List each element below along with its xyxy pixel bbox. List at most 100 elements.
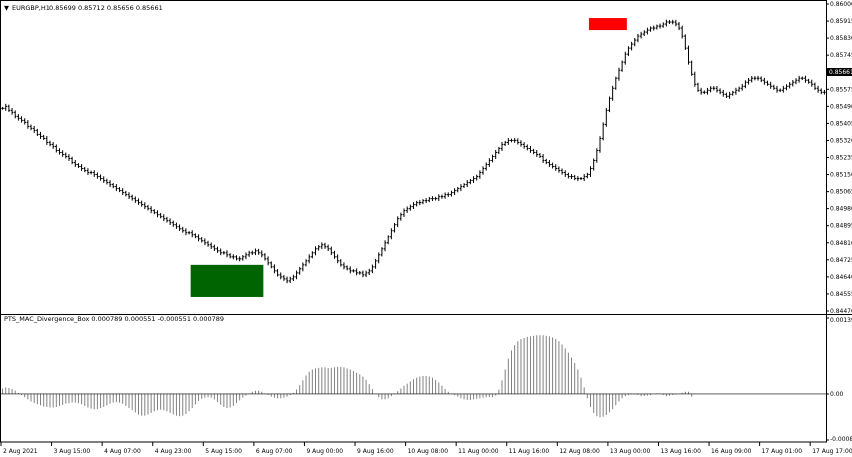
price-bar[interactable] bbox=[766, 80, 769, 86]
price-bar[interactable] bbox=[92, 170, 96, 177]
price-bar[interactable] bbox=[706, 87, 709, 95]
price-bar[interactable] bbox=[108, 180, 112, 188]
price-bar[interactable] bbox=[39, 131, 42, 139]
price-bar[interactable] bbox=[529, 146, 532, 153]
price-bar[interactable] bbox=[567, 172, 570, 179]
price-bar[interactable] bbox=[507, 137, 510, 145]
price-bar[interactable] bbox=[244, 252, 248, 260]
price-bar[interactable] bbox=[446, 192, 450, 197]
price-bar[interactable] bbox=[307, 254, 311, 264]
price-bar[interactable] bbox=[627, 46, 630, 57]
price-bar[interactable] bbox=[747, 77, 750, 85]
price-bar[interactable] bbox=[219, 248, 222, 256]
price-bar[interactable] bbox=[235, 255, 238, 261]
price-bar[interactable] bbox=[348, 266, 352, 274]
price-bar[interactable] bbox=[149, 206, 153, 214]
price-bar[interactable] bbox=[77, 163, 80, 168]
price-bar[interactable] bbox=[535, 149, 539, 157]
price-bar[interactable] bbox=[586, 172, 589, 179]
price-bar[interactable] bbox=[276, 269, 279, 277]
price-bar[interactable] bbox=[399, 212, 403, 221]
price-bar[interactable] bbox=[775, 85, 779, 93]
price-bar[interactable] bbox=[503, 140, 507, 146]
price-bar[interactable] bbox=[254, 248, 257, 256]
price-bar[interactable] bbox=[64, 152, 68, 159]
price-bar[interactable] bbox=[361, 270, 365, 278]
price-bar[interactable] bbox=[70, 156, 74, 165]
price-bar[interactable] bbox=[45, 135, 49, 145]
price-bar[interactable] bbox=[228, 253, 232, 259]
price-bar[interactable] bbox=[326, 244, 330, 252]
price-bar[interactable] bbox=[102, 176, 106, 183]
price-bar[interactable] bbox=[10, 107, 14, 115]
price-bar[interactable] bbox=[336, 254, 339, 264]
price-bar[interactable] bbox=[213, 244, 216, 251]
price-bar[interactable] bbox=[513, 138, 516, 143]
price-bar[interactable] bbox=[630, 41, 633, 51]
price-chart-area[interactable] bbox=[1, 18, 826, 297]
price-bar[interactable] bbox=[469, 178, 472, 185]
price-bar[interactable] bbox=[424, 198, 428, 204]
price-bar[interactable] bbox=[589, 166, 592, 177]
price-bar[interactable] bbox=[785, 84, 788, 91]
price-bar[interactable] bbox=[658, 23, 662, 29]
price-bar[interactable] bbox=[563, 170, 567, 177]
bearish-divergence-box[interactable] bbox=[588, 18, 627, 31]
price-bar[interactable] bbox=[342, 262, 346, 270]
indicator-area[interactable] bbox=[1, 335, 826, 418]
price-bar[interactable] bbox=[355, 268, 358, 276]
price-bar[interactable] bbox=[352, 269, 355, 273]
price-bar[interactable] bbox=[813, 82, 817, 90]
price-bar[interactable] bbox=[96, 172, 99, 179]
price-bar[interactable] bbox=[595, 148, 599, 163]
price-bar[interactable] bbox=[203, 238, 207, 246]
price-bar[interactable] bbox=[358, 270, 362, 275]
price-bar[interactable] bbox=[402, 208, 406, 217]
price-bar[interactable] bbox=[190, 230, 194, 238]
price-bar[interactable] bbox=[769, 81, 772, 89]
price-bar[interactable] bbox=[143, 202, 147, 210]
price-bar[interactable] bbox=[383, 240, 387, 252]
price-bar[interactable] bbox=[696, 82, 700, 92]
price-bar[interactable] bbox=[1, 106, 4, 110]
price-bar[interactable] bbox=[216, 246, 219, 253]
price-bar[interactable] bbox=[130, 194, 134, 201]
price-bar[interactable] bbox=[582, 174, 586, 182]
price-bar[interactable] bbox=[677, 22, 681, 31]
price-bar[interactable] bbox=[364, 270, 368, 278]
price-bar[interactable] bbox=[690, 60, 693, 76]
price-bar[interactable] bbox=[456, 186, 460, 193]
price-bar[interactable] bbox=[519, 140, 523, 147]
price-bar[interactable] bbox=[20, 116, 23, 123]
price-bar[interactable] bbox=[396, 216, 399, 228]
price-bar[interactable] bbox=[488, 158, 491, 167]
price-bar[interactable] bbox=[617, 67, 621, 81]
price-bar[interactable] bbox=[737, 86, 741, 92]
price-bar[interactable] bbox=[655, 24, 659, 30]
price-bar[interactable] bbox=[13, 110, 17, 119]
price-bar[interactable] bbox=[32, 125, 36, 133]
price-bar[interactable] bbox=[810, 79, 814, 87]
price-bar[interactable] bbox=[484, 162, 488, 171]
price-bar[interactable] bbox=[450, 190, 453, 197]
price-bar[interactable] bbox=[772, 84, 776, 90]
price-bar[interactable] bbox=[26, 120, 30, 129]
price-bar[interactable] bbox=[453, 188, 456, 196]
price-bar[interactable] bbox=[522, 142, 526, 149]
price-bar[interactable] bbox=[731, 90, 735, 96]
price-bar[interactable] bbox=[156, 210, 159, 218]
price-bar[interactable] bbox=[687, 45, 690, 65]
price-bar[interactable] bbox=[734, 87, 738, 95]
price-bar[interactable] bbox=[58, 148, 61, 155]
price-bar[interactable] bbox=[557, 166, 561, 173]
price-bar[interactable] bbox=[367, 268, 371, 276]
price-bar[interactable] bbox=[592, 158, 595, 171]
price-bar[interactable] bbox=[570, 174, 573, 180]
price-bar[interactable] bbox=[36, 128, 39, 136]
price-bar[interactable] bbox=[709, 86, 712, 93]
price-bar[interactable] bbox=[693, 71, 697, 87]
price-bar[interactable] bbox=[330, 246, 333, 256]
price-bar[interactable] bbox=[623, 51, 627, 65]
price-bar[interactable] bbox=[601, 122, 605, 141]
price-bar[interactable] bbox=[573, 174, 577, 181]
